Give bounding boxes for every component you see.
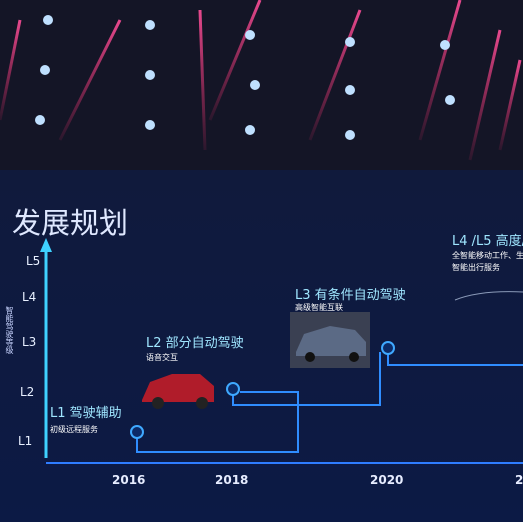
axis-arrow [40, 238, 52, 252]
year-label: 2018 [215, 473, 249, 487]
stage-subtitle: 语音交互 [146, 353, 178, 362]
level-label: L4 [22, 290, 37, 304]
stage-title: L3 有条件自动驾驶 [295, 288, 406, 303]
year-label: 2016 [112, 473, 146, 487]
level-label: L2 [20, 385, 35, 399]
axis-label: 智能驾驶等级 [5, 306, 14, 354]
stage-subtitle: 智能出行服务 [452, 263, 500, 272]
year-label: 2020 [370, 473, 404, 487]
stage-title: L2 部分自动驾驶 [146, 336, 244, 351]
year-label: 2 [515, 473, 523, 487]
light-beams [0, 0, 522, 161]
stage-subtitle: 初级远程服务 [50, 425, 98, 434]
level-label: L1 [18, 434, 33, 448]
stage-subtitle: 高级智能互联 [295, 303, 343, 312]
stage-title: L4 /L5 高度/完 [452, 234, 523, 249]
milestones [130, 341, 395, 439]
level-label: L3 [22, 335, 37, 349]
title: 发展规划 [12, 206, 129, 240]
stage-subtitle: 全智能移动工作、生 [452, 251, 523, 260]
stage-lights [35, 15, 455, 140]
future-car [454, 291, 523, 301]
red-car [142, 374, 214, 409]
grey-car [290, 312, 370, 368]
level-label: L5 [26, 254, 41, 268]
stage-title: L1 驾驶辅助 [50, 406, 122, 421]
stage [0, 0, 523, 170]
